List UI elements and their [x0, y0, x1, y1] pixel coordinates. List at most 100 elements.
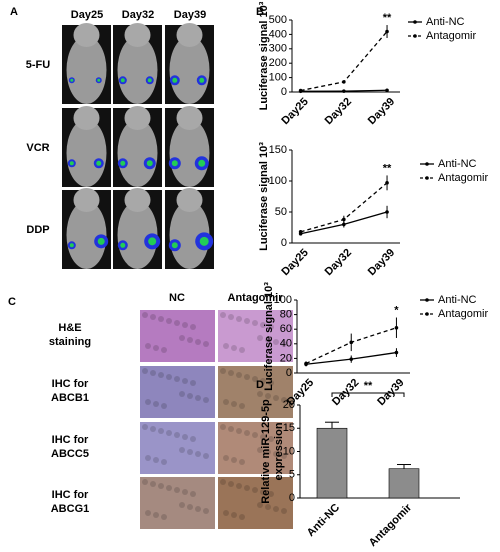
mouse-head [124, 188, 151, 212]
y-tick-label: 100 [274, 294, 292, 306]
texture [153, 512, 159, 518]
y-axis-label: Luciferase signal 10³ [258, 142, 270, 251]
marker [394, 350, 399, 355]
panel-label: C [8, 296, 16, 308]
y-tick-label: 50 [275, 206, 287, 218]
texture [142, 368, 148, 374]
y-tick-label: 80 [280, 309, 292, 321]
texture [174, 376, 180, 382]
texture [150, 314, 156, 320]
texture [273, 506, 279, 512]
texture [166, 430, 172, 436]
texture [257, 447, 263, 453]
legend-label: Anti-NC [438, 294, 477, 306]
image-cell [140, 422, 215, 474]
marker [385, 29, 389, 34]
texture [268, 324, 274, 330]
y-tick-label: 10 [283, 445, 295, 457]
texture [220, 479, 226, 485]
texture [179, 502, 185, 508]
texture [153, 457, 159, 463]
texture [187, 393, 193, 399]
texture [220, 368, 226, 374]
row-label: ABCB1 [51, 392, 89, 404]
texture [195, 339, 201, 345]
x-tick-label: Anti-NC [305, 502, 342, 539]
texture [203, 341, 209, 347]
texture [281, 508, 287, 514]
y-tick-label: 0 [281, 86, 287, 98]
column-header: Day32 [122, 9, 154, 21]
y-tick-label: 15 [283, 422, 295, 434]
texture [179, 447, 185, 453]
texture [281, 453, 287, 459]
texture [150, 481, 156, 487]
marker [342, 89, 346, 93]
texture [161, 347, 167, 353]
texture [231, 512, 237, 518]
annotation: * [394, 304, 399, 316]
texture [223, 510, 229, 516]
signal-core [97, 237, 105, 245]
marker [304, 361, 308, 366]
texture [236, 372, 242, 378]
texture [239, 514, 245, 520]
texture [273, 339, 279, 345]
y-tick-label: 5 [289, 469, 295, 481]
signal-core [148, 237, 157, 246]
row-label: ABCG1 [51, 503, 90, 515]
texture [145, 399, 151, 405]
signal-core [69, 243, 74, 248]
panel-label: D [256, 379, 264, 391]
x-tick-label: Day32 [330, 377, 361, 408]
texture [190, 324, 196, 330]
row-label: DDP [26, 224, 49, 236]
mouse [66, 201, 107, 269]
column-header: Day39 [174, 9, 206, 21]
mouse-head [124, 106, 151, 130]
texture [260, 489, 266, 495]
texture [236, 316, 242, 322]
texture [228, 314, 234, 320]
texture [273, 451, 279, 457]
texture [260, 322, 266, 328]
mouse [169, 201, 210, 269]
row-label: ABCC5 [51, 448, 89, 460]
texture [244, 374, 250, 380]
mouse-head [176, 188, 203, 212]
marker [342, 222, 346, 227]
signal-core [96, 160, 102, 166]
legend-label: Anti-NC [426, 16, 465, 28]
texture [190, 491, 196, 497]
legend-label: Anti-NC [438, 158, 477, 170]
y-axis-label: Relative miR-129-5p [260, 399, 272, 504]
texture [220, 312, 226, 318]
marker [298, 88, 303, 93]
texture [142, 479, 148, 485]
mouse-head [73, 188, 100, 212]
y-tick-label: 0 [281, 237, 287, 249]
texture [257, 502, 263, 508]
texture [265, 393, 271, 399]
x-tick-label: Antagomir [367, 501, 415, 549]
legend-marker [413, 34, 417, 38]
signal-core [97, 78, 101, 82]
texture [190, 436, 196, 442]
x-tick-label: Day32 [323, 96, 354, 127]
texture [174, 432, 180, 438]
row-label: 5-FU [26, 59, 51, 71]
texture [268, 380, 274, 386]
row-label: IHC for [52, 489, 89, 501]
texture [236, 483, 242, 489]
legend-label: Antagomir [438, 172, 488, 184]
texture [150, 370, 156, 376]
texture [260, 434, 266, 440]
row-label: VCR [26, 142, 49, 154]
texture [161, 459, 167, 465]
texture [195, 506, 201, 512]
x-tick-label: Day25 [279, 247, 310, 278]
column-header: Day25 [71, 9, 103, 21]
annotation: ** [383, 162, 392, 174]
row-label: staining [49, 336, 91, 348]
annotation: ** [383, 12, 392, 24]
